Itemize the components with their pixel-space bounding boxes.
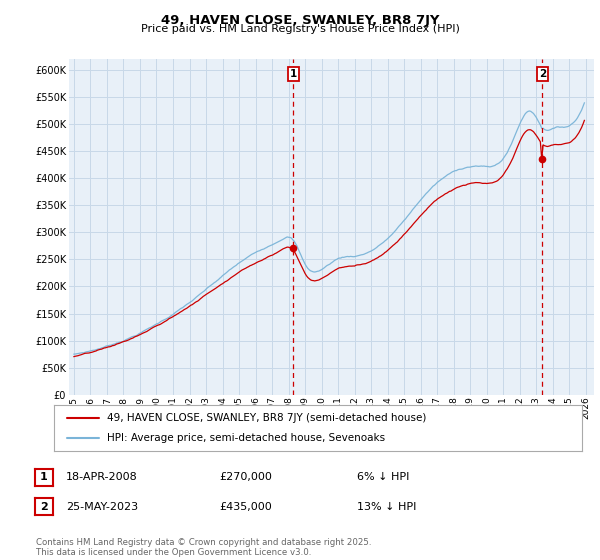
Text: HPI: Average price, semi-detached house, Sevenoaks: HPI: Average price, semi-detached house,… xyxy=(107,433,385,443)
Text: 2: 2 xyxy=(40,502,47,512)
Text: 13% ↓ HPI: 13% ↓ HPI xyxy=(357,502,416,512)
Text: 6% ↓ HPI: 6% ↓ HPI xyxy=(357,472,409,482)
Text: Contains HM Land Registry data © Crown copyright and database right 2025.
This d: Contains HM Land Registry data © Crown c… xyxy=(36,538,371,557)
Text: £270,000: £270,000 xyxy=(219,472,272,482)
Text: £435,000: £435,000 xyxy=(219,502,272,512)
Text: 49, HAVEN CLOSE, SWANLEY, BR8 7JY (semi-detached house): 49, HAVEN CLOSE, SWANLEY, BR8 7JY (semi-… xyxy=(107,413,426,423)
Text: 1: 1 xyxy=(290,69,297,79)
Text: 49, HAVEN CLOSE, SWANLEY, BR8 7JY: 49, HAVEN CLOSE, SWANLEY, BR8 7JY xyxy=(161,14,439,27)
Text: 25-MAY-2023: 25-MAY-2023 xyxy=(66,502,138,512)
Text: Price paid vs. HM Land Registry's House Price Index (HPI): Price paid vs. HM Land Registry's House … xyxy=(140,24,460,34)
Text: 1: 1 xyxy=(40,472,47,482)
Text: 18-APR-2008: 18-APR-2008 xyxy=(66,472,138,482)
Text: 2: 2 xyxy=(539,69,546,79)
